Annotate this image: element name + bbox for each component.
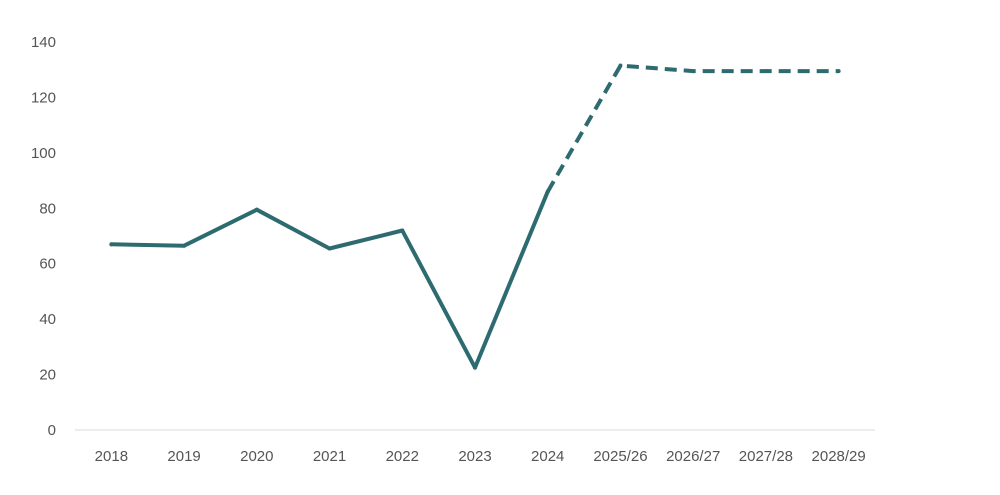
data-point-2023 bbox=[473, 365, 477, 370]
data-point-2022 bbox=[400, 228, 405, 233]
x-tick-label: 2025/26 bbox=[593, 448, 647, 465]
x-tick-label: 2018 bbox=[95, 448, 128, 465]
series-line-projection bbox=[545, 63, 839, 193]
y-axis: 0 20 40 60 80 100 120 140 bbox=[31, 34, 56, 439]
data-point-2021 bbox=[327, 246, 332, 251]
series-line-actual bbox=[109, 189, 550, 370]
x-axis: 2018 2019 2020 2021 2022 2023 2024 2025/26 2026/… bbox=[95, 448, 866, 465]
data-point-2018 bbox=[109, 242, 114, 247]
y-tick-label: 140 bbox=[31, 34, 56, 51]
data-point-2020 bbox=[254, 207, 259, 212]
y-tick-label: 120 bbox=[31, 89, 56, 106]
data-points bbox=[109, 63, 841, 370]
x-tick-label: 2026/27 bbox=[666, 448, 720, 465]
x-tick-label: 2021 bbox=[313, 448, 346, 465]
data-point-2026-27 bbox=[691, 69, 696, 74]
data-point-2025-26 bbox=[618, 63, 623, 68]
y-tick-label: 60 bbox=[39, 256, 56, 273]
data-point-2027-28 bbox=[763, 69, 768, 74]
x-tick-label: 2020 bbox=[240, 448, 273, 465]
data-point-2024 bbox=[545, 189, 550, 194]
x-tick-label: 2028/29 bbox=[812, 448, 866, 465]
data-point-2019 bbox=[182, 243, 187, 248]
x-tick-label: 2019 bbox=[167, 448, 200, 465]
y-tick-label: 100 bbox=[31, 145, 56, 162]
x-tick-label: 2022 bbox=[386, 448, 419, 465]
x-tick-label: 2027/28 bbox=[739, 448, 793, 465]
y-tick-label: 80 bbox=[39, 200, 56, 217]
x-tick-label: 2024 bbox=[531, 448, 564, 465]
y-tick-label: 0 bbox=[48, 422, 56, 439]
data-point-2028-29 bbox=[836, 69, 841, 74]
x-tick-label: 2023 bbox=[458, 448, 491, 465]
y-tick-label: 20 bbox=[39, 367, 56, 384]
y-tick-label: 40 bbox=[39, 311, 56, 328]
